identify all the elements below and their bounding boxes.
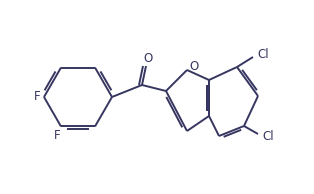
Text: O: O — [189, 60, 199, 73]
Text: O: O — [143, 53, 153, 66]
Text: Cl: Cl — [257, 48, 268, 61]
Text: F: F — [54, 129, 60, 142]
Text: Cl: Cl — [262, 130, 273, 143]
Text: F: F — [34, 90, 40, 104]
